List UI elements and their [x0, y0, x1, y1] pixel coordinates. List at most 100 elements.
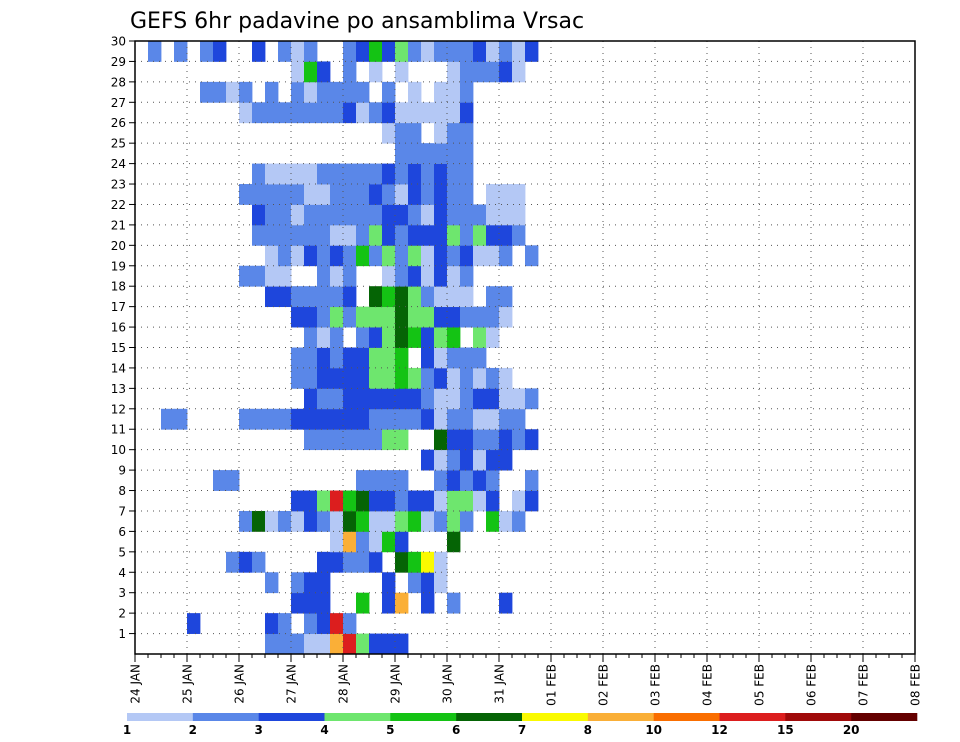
- x-tick-label: 31 JAN: [493, 664, 507, 704]
- precip-cell: [395, 429, 409, 451]
- precip-cell: [356, 41, 370, 62]
- colorbar-label: 10: [645, 723, 662, 737]
- precip-cell: [343, 510, 357, 532]
- gridlines: [135, 40, 915, 654]
- precip-cell: [291, 306, 305, 328]
- precip-cell: [369, 551, 383, 573]
- precip-cell: [486, 470, 500, 491]
- precip-cell: [291, 41, 305, 62]
- precip-cell: [395, 122, 409, 144]
- precip-cell: [317, 265, 331, 287]
- precip-cell: [330, 245, 344, 267]
- colorbar-segment: [851, 713, 918, 721]
- precip-cell: [330, 204, 344, 226]
- precip-cell: [317, 388, 331, 410]
- precip-cell: [317, 510, 331, 532]
- precip-cell: [447, 81, 461, 103]
- precip-cell: [304, 388, 318, 410]
- precip-cell: [447, 102, 461, 124]
- precip-cell: [304, 633, 318, 655]
- precip-cell: [291, 184, 305, 205]
- precip-cell: [239, 265, 253, 287]
- precip-cell: [174, 41, 188, 62]
- precip-cell: [486, 429, 500, 451]
- precip-cell: [486, 449, 500, 471]
- precip-cell: [395, 531, 409, 553]
- precip-cell: [395, 510, 409, 532]
- y-axis: 1234567891011121314151617181920212223242…: [111, 35, 135, 641]
- precip-cell: [317, 551, 331, 573]
- precip-cell: [512, 224, 526, 246]
- precip-cell: [330, 429, 344, 451]
- precip-cell: [499, 388, 513, 410]
- precip-cell: [447, 470, 461, 491]
- precip-cell: [317, 327, 331, 348]
- precip-cell: [447, 41, 461, 62]
- precip-cell: [291, 204, 305, 226]
- precip-cell: [252, 163, 266, 185]
- precip-cell: [369, 470, 383, 491]
- precip-cell: [421, 572, 435, 594]
- x-tick-label: 24 JAN: [129, 664, 143, 704]
- precip-cell: [200, 81, 214, 103]
- x-tick-label: 08 FEB: [909, 664, 923, 706]
- precip-cell: [408, 163, 422, 185]
- precip-cell: [447, 163, 461, 185]
- precip-cell: [421, 327, 435, 348]
- y-tick-label: 4: [118, 566, 126, 580]
- precip-cell: [317, 163, 331, 185]
- precip-cell: [317, 204, 331, 226]
- precip-cell: [291, 245, 305, 267]
- precip-cell: [291, 367, 305, 389]
- precip-cell: [473, 408, 487, 430]
- precip-cell: [473, 224, 487, 246]
- precip-cell: [460, 388, 474, 410]
- precip-cell: [382, 490, 396, 512]
- precip-cell: [252, 102, 266, 124]
- y-tick-label: 21: [111, 218, 126, 232]
- precip-cell: [330, 510, 344, 532]
- precip-cell: [460, 449, 474, 471]
- precip-cell: [395, 184, 409, 205]
- precip-cell: [408, 224, 422, 246]
- precip-cell: [369, 388, 383, 410]
- precip-cell: [330, 408, 344, 430]
- precip-cell: [356, 204, 370, 226]
- precip-cell: [408, 204, 422, 226]
- colorbar-label: 15: [777, 723, 794, 737]
- precip-cell: [304, 429, 318, 451]
- precip-cell: [278, 265, 292, 287]
- precip-cell: [343, 204, 357, 226]
- precip-cell: [343, 306, 357, 328]
- precip-cell: [460, 143, 474, 164]
- precip-cell: [395, 551, 409, 573]
- precip-cell: [304, 224, 318, 246]
- precip-cell: [447, 449, 461, 471]
- precip-cell: [252, 551, 266, 573]
- colorbar-label: 4: [320, 723, 328, 737]
- precip-cell: [317, 592, 331, 614]
- precip-cell: [421, 408, 435, 430]
- precip-cell: [434, 408, 448, 430]
- precip-cell: [265, 613, 279, 634]
- precip-cell: [486, 204, 500, 226]
- precip-cell: [447, 286, 461, 308]
- precip-cell: [447, 367, 461, 389]
- colorbar-label: 6: [452, 723, 460, 737]
- precip-cell: [239, 102, 253, 124]
- precip-cell: [447, 224, 461, 246]
- precip-cell: [473, 388, 487, 410]
- precip-cell: [252, 265, 266, 287]
- precip-cell: [395, 224, 409, 246]
- precip-cell: [369, 429, 383, 451]
- precip-cell: [434, 388, 448, 410]
- precip-cell: [525, 490, 539, 512]
- precip-cell: [421, 490, 435, 512]
- x-tick-label: 02 FEB: [597, 664, 611, 706]
- precip-cell: [187, 613, 201, 634]
- precip-cell: [343, 347, 357, 369]
- precip-cell: [460, 61, 474, 83]
- precip-cell: [395, 347, 409, 369]
- colorbar-segment: [456, 713, 523, 721]
